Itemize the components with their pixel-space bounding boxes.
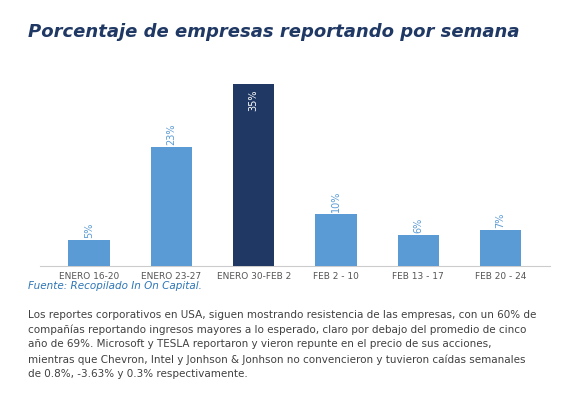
Bar (315, 214, 357, 266)
Text: Fuente: Recopilado In On Capital.: Fuente: Recopilado In On Capital. (28, 281, 202, 291)
Text: 35%: 35% (249, 89, 259, 111)
Bar (233, 84, 274, 266)
Text: 5%: 5% (84, 223, 94, 238)
Text: Porcentaje de empresas reportando por semana: Porcentaje de empresas reportando por se… (28, 23, 520, 41)
Bar (151, 146, 192, 266)
Bar (480, 230, 521, 266)
Text: 7%: 7% (496, 213, 506, 228)
Bar (397, 235, 439, 266)
Bar (69, 240, 109, 266)
Text: 10%: 10% (331, 191, 341, 212)
Text: 6%: 6% (413, 218, 424, 233)
Text: 23%: 23% (166, 123, 176, 144)
Text: Los reportes corporativos en USA, siguen mostrando resistencia de las empresas, : Los reportes corporativos en USA, siguen… (28, 310, 537, 379)
